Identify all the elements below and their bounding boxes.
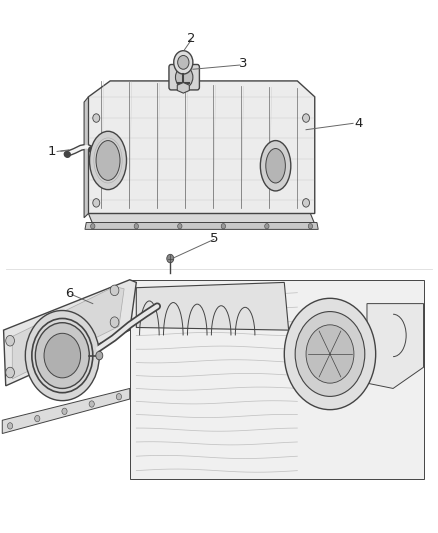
Text: 5: 5 <box>210 232 219 245</box>
Circle shape <box>6 367 14 378</box>
Polygon shape <box>2 389 130 433</box>
Circle shape <box>91 223 95 229</box>
Circle shape <box>174 51 193 74</box>
Circle shape <box>116 393 121 400</box>
Circle shape <box>25 311 99 401</box>
Circle shape <box>178 55 189 69</box>
Circle shape <box>167 254 174 263</box>
Circle shape <box>110 285 119 296</box>
Polygon shape <box>4 280 136 386</box>
Circle shape <box>7 423 13 429</box>
Polygon shape <box>136 282 289 330</box>
Circle shape <box>176 67 193 88</box>
Polygon shape <box>12 287 124 379</box>
Circle shape <box>306 325 354 383</box>
Text: 4: 4 <box>354 117 363 130</box>
Circle shape <box>308 223 313 229</box>
Polygon shape <box>88 214 315 224</box>
Circle shape <box>303 114 310 122</box>
Polygon shape <box>130 280 424 479</box>
Polygon shape <box>85 222 318 229</box>
Circle shape <box>134 223 138 229</box>
Circle shape <box>62 408 67 415</box>
Polygon shape <box>84 97 88 217</box>
Polygon shape <box>177 83 189 93</box>
Circle shape <box>35 322 89 389</box>
Circle shape <box>89 401 94 407</box>
Circle shape <box>221 223 226 229</box>
Circle shape <box>178 223 182 229</box>
Polygon shape <box>88 81 315 214</box>
Polygon shape <box>367 304 424 389</box>
Ellipse shape <box>260 141 291 191</box>
Text: 6: 6 <box>65 287 73 300</box>
Circle shape <box>110 317 119 327</box>
Circle shape <box>6 335 14 346</box>
Circle shape <box>96 351 103 360</box>
FancyBboxPatch shape <box>169 64 199 90</box>
Ellipse shape <box>96 141 120 180</box>
Circle shape <box>35 415 40 422</box>
Circle shape <box>44 333 81 378</box>
Circle shape <box>265 223 269 229</box>
Circle shape <box>93 199 100 207</box>
Circle shape <box>284 298 376 410</box>
Ellipse shape <box>266 149 286 183</box>
Text: 2: 2 <box>187 32 195 45</box>
Text: 1: 1 <box>47 145 56 158</box>
Circle shape <box>295 312 365 397</box>
Text: 3: 3 <box>239 58 247 70</box>
Ellipse shape <box>89 131 127 190</box>
Circle shape <box>93 114 100 122</box>
Circle shape <box>303 199 310 207</box>
